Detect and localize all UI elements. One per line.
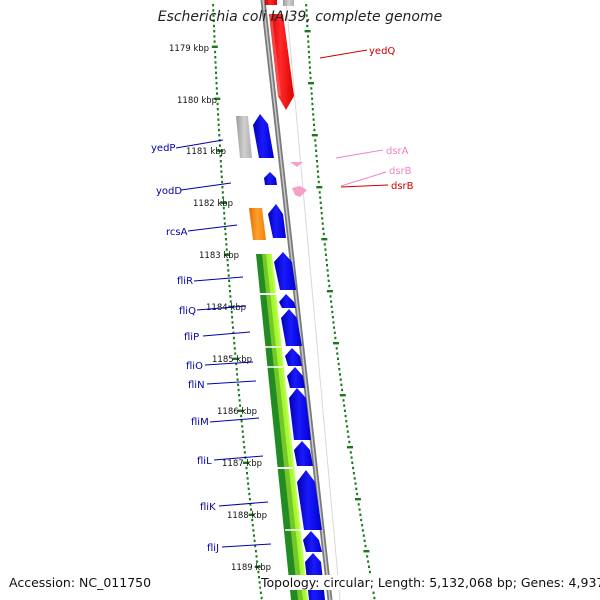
gene-labels-left: yedP yodD rcsA fliR fliQ fliP fliO fliN … (151, 139, 272, 554)
accession-text: Accession: NC_011750 (9, 575, 152, 590)
genome-backbone (260, 0, 341, 600)
gene-label-dsrB-rna[interactable]: dsrB (389, 166, 412, 177)
gene-label-fliM[interactable]: fliM (191, 417, 209, 428)
scale-label: 1183 kbp (199, 251, 239, 261)
map-title: Escherichia coli IAI39, complete genome (157, 9, 443, 25)
scale-labels: 1179 kbp 1180 kbp 1181 kbp 1182 kbp 1183… (169, 44, 271, 573)
scale-label: 1180 kbp (177, 96, 217, 106)
gene-yedP[interactable] (236, 114, 274, 158)
outer-dotted-line (304, 4, 376, 600)
gene-dsrA[interactable] (290, 162, 303, 167)
gene-label-dsrA[interactable]: dsrA (386, 146, 409, 157)
gene-label-fliR[interactable]: fliR (177, 276, 193, 287)
gene-dsrB[interactable] (292, 186, 307, 197)
scale-label: 1187 kbp (222, 459, 262, 469)
gene-label-fliP[interactable]: fliP (184, 332, 199, 343)
gene-fliR-cds[interactable] (274, 252, 296, 290)
gene-label-rcsA[interactable]: rcsA (166, 227, 188, 238)
gene-fragment-top (265, 0, 294, 6)
gene-label-fliK[interactable]: fliK (200, 502, 216, 513)
scale-label: 1185 kbp (212, 355, 252, 365)
gene-rcsA[interactable] (249, 204, 286, 240)
gene-fliL-cds[interactable] (294, 441, 313, 466)
gene-yedQ[interactable] (269, 14, 294, 110)
gene-fliP-cds[interactable] (281, 309, 302, 346)
gene-label-dsrB[interactable]: dsrB (391, 181, 414, 192)
gene-label-fliQ[interactable]: fliQ (179, 306, 196, 317)
flagellar-operon-track (256, 254, 308, 600)
gene-fliM-cds[interactable] (289, 388, 311, 440)
scale-dotted-line (211, 4, 263, 600)
gene-labels-right: yedQ dsrA dsrB dsrB (319, 46, 414, 192)
scale-label: 1182 kbp (193, 199, 233, 209)
gene-fliQ-cds[interactable] (279, 294, 296, 308)
gene-fliO-cds[interactable] (285, 348, 302, 366)
gene-label-yodD[interactable]: yodD (156, 186, 182, 197)
gene-label-yedQ[interactable]: yedQ (369, 46, 395, 57)
gene-label-yedP[interactable]: yedP (151, 143, 175, 154)
gene-label-fliL[interactable]: fliL (197, 456, 212, 467)
scale-label: 1179 kbp (169, 44, 209, 54)
gene-label-fliO[interactable]: fliO (186, 361, 203, 372)
gene-fliJ-cds[interactable] (303, 531, 322, 552)
genome-summary-text: Topology: circular; Length: 5,132,068 bp… (261, 575, 600, 590)
gene-label-fliJ[interactable]: fliJ (207, 543, 219, 554)
gene-fliK-cds[interactable] (297, 470, 322, 530)
scale-label: 1189 kbp (231, 563, 271, 573)
scale-label: 1186 kbp (217, 407, 257, 417)
gene-yodD[interactable] (264, 172, 277, 185)
gene-label-fliN[interactable]: fliN (188, 380, 205, 391)
gene-fliN-cds[interactable] (287, 367, 305, 388)
scale-label: 1181 kbp (186, 147, 226, 157)
scale-label: 1188 kbp (227, 511, 267, 521)
